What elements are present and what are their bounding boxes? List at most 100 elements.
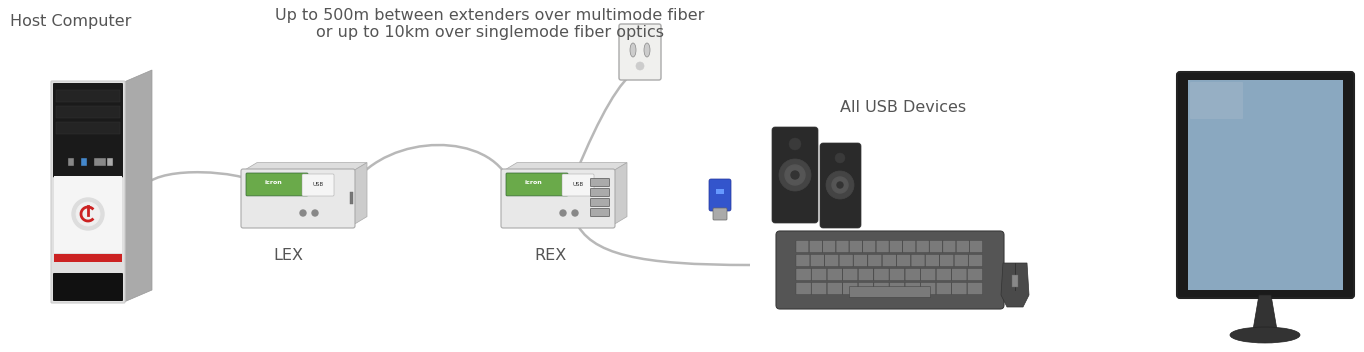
- FancyBboxPatch shape: [863, 240, 876, 252]
- FancyBboxPatch shape: [921, 283, 936, 295]
- Circle shape: [835, 153, 846, 163]
- FancyBboxPatch shape: [967, 283, 982, 295]
- FancyBboxPatch shape: [967, 269, 982, 281]
- FancyBboxPatch shape: [820, 143, 861, 228]
- FancyBboxPatch shape: [956, 240, 970, 252]
- Circle shape: [788, 138, 801, 150]
- Ellipse shape: [630, 43, 636, 57]
- Polygon shape: [503, 163, 627, 171]
- FancyBboxPatch shape: [943, 240, 956, 252]
- FancyBboxPatch shape: [843, 269, 858, 281]
- FancyBboxPatch shape: [591, 189, 610, 196]
- FancyBboxPatch shape: [713, 208, 727, 220]
- Ellipse shape: [644, 43, 651, 57]
- FancyBboxPatch shape: [839, 254, 852, 266]
- FancyBboxPatch shape: [812, 283, 827, 295]
- Bar: [106, 158, 113, 166]
- FancyBboxPatch shape: [874, 269, 889, 281]
- Bar: [56, 106, 120, 118]
- Bar: [94, 158, 106, 166]
- FancyBboxPatch shape: [53, 83, 123, 177]
- Bar: [351, 192, 353, 204]
- Bar: [1012, 275, 1018, 287]
- Text: icron: icron: [265, 181, 282, 186]
- FancyBboxPatch shape: [776, 231, 1004, 309]
- FancyBboxPatch shape: [797, 240, 809, 252]
- FancyBboxPatch shape: [850, 287, 930, 297]
- Circle shape: [561, 210, 566, 216]
- FancyBboxPatch shape: [952, 283, 967, 295]
- Polygon shape: [612, 163, 627, 225]
- FancyBboxPatch shape: [889, 269, 904, 281]
- Circle shape: [827, 171, 854, 199]
- Circle shape: [786, 165, 805, 185]
- Circle shape: [832, 177, 848, 193]
- FancyBboxPatch shape: [876, 240, 889, 252]
- Bar: [68, 158, 74, 166]
- FancyBboxPatch shape: [1177, 72, 1354, 298]
- FancyBboxPatch shape: [797, 283, 812, 295]
- Circle shape: [300, 210, 306, 216]
- FancyBboxPatch shape: [874, 283, 889, 295]
- FancyBboxPatch shape: [812, 269, 827, 281]
- Circle shape: [72, 198, 104, 230]
- FancyBboxPatch shape: [952, 269, 967, 281]
- FancyBboxPatch shape: [970, 240, 982, 252]
- Circle shape: [779, 159, 812, 191]
- FancyBboxPatch shape: [917, 240, 929, 252]
- FancyBboxPatch shape: [827, 283, 842, 295]
- Ellipse shape: [1230, 327, 1300, 343]
- FancyBboxPatch shape: [868, 254, 881, 266]
- FancyBboxPatch shape: [772, 127, 818, 223]
- Polygon shape: [1254, 295, 1277, 330]
- Polygon shape: [353, 163, 367, 225]
- FancyBboxPatch shape: [836, 240, 848, 252]
- FancyBboxPatch shape: [809, 240, 822, 252]
- FancyBboxPatch shape: [903, 240, 915, 252]
- FancyBboxPatch shape: [797, 269, 812, 281]
- Bar: [55, 253, 121, 262]
- Bar: [716, 189, 724, 194]
- Text: USB: USB: [573, 182, 584, 188]
- FancyBboxPatch shape: [619, 24, 662, 80]
- Text: All USB Devices: All USB Devices: [840, 100, 966, 115]
- FancyBboxPatch shape: [825, 254, 839, 266]
- Circle shape: [837, 182, 843, 188]
- Bar: [56, 122, 120, 134]
- FancyBboxPatch shape: [936, 269, 951, 281]
- Text: REX: REX: [533, 248, 566, 263]
- Text: USB: USB: [312, 182, 323, 188]
- FancyBboxPatch shape: [940, 254, 953, 266]
- Circle shape: [572, 210, 578, 216]
- FancyBboxPatch shape: [921, 269, 936, 281]
- FancyBboxPatch shape: [911, 254, 925, 266]
- FancyBboxPatch shape: [843, 283, 858, 295]
- Text: LEX: LEX: [273, 248, 303, 263]
- FancyBboxPatch shape: [301, 174, 334, 196]
- Text: Host Computer: Host Computer: [10, 14, 131, 29]
- FancyBboxPatch shape: [955, 254, 968, 266]
- FancyBboxPatch shape: [797, 254, 810, 266]
- Text: icron: icron: [524, 181, 542, 186]
- FancyBboxPatch shape: [930, 240, 943, 252]
- FancyBboxPatch shape: [562, 174, 593, 196]
- FancyBboxPatch shape: [925, 254, 940, 266]
- FancyBboxPatch shape: [246, 173, 308, 196]
- FancyBboxPatch shape: [906, 283, 921, 295]
- Polygon shape: [243, 163, 367, 171]
- Polygon shape: [1001, 263, 1028, 307]
- Circle shape: [312, 210, 318, 216]
- FancyBboxPatch shape: [906, 269, 921, 281]
- FancyBboxPatch shape: [936, 283, 951, 295]
- Polygon shape: [124, 70, 151, 302]
- Circle shape: [791, 171, 799, 179]
- FancyBboxPatch shape: [50, 81, 125, 303]
- FancyBboxPatch shape: [968, 254, 982, 266]
- Bar: [1188, 80, 1344, 290]
- FancyBboxPatch shape: [854, 254, 868, 266]
- FancyBboxPatch shape: [822, 240, 836, 252]
- FancyBboxPatch shape: [810, 254, 824, 266]
- FancyBboxPatch shape: [506, 173, 567, 196]
- FancyBboxPatch shape: [591, 178, 610, 187]
- Text: Up to 500m between extenders over multimode fiber
or up to 10km over singlemode : Up to 500m between extenders over multim…: [276, 8, 705, 40]
